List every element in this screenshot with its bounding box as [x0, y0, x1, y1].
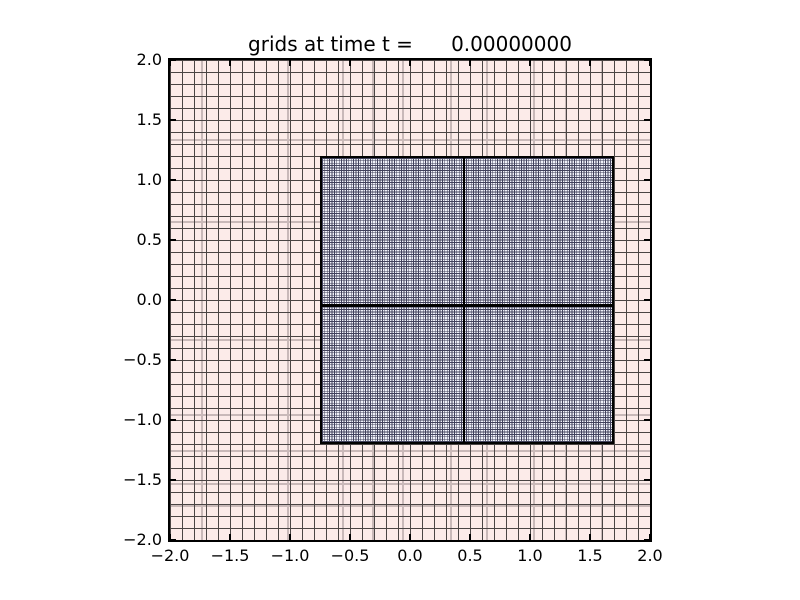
y-tick-label: 1.0: [136, 170, 162, 189]
y-tick-left: [170, 539, 176, 541]
x-tick-label: −0.5: [330, 546, 370, 565]
x-tick-label: 2.0: [637, 546, 663, 565]
x-tick-bottom: [529, 534, 531, 540]
y-tick-right: [644, 119, 650, 121]
y-tick-right: [644, 179, 650, 181]
y-tick-right: [644, 479, 650, 481]
y-tick-right: [644, 359, 650, 361]
y-tick-label: −1.0: [123, 410, 162, 429]
tick-marks-layer: [169, 59, 651, 541]
y-tick-left: [170, 299, 176, 301]
x-tick-top: [589, 60, 591, 66]
x-tick-top: [169, 60, 171, 66]
x-tick-label: 0.0: [397, 546, 423, 565]
x-tick-top: [229, 60, 231, 66]
y-tick-left: [170, 419, 176, 421]
y-tick-right: [644, 59, 650, 61]
plot-axes: [168, 58, 652, 542]
x-tick-bottom: [349, 534, 351, 540]
y-tick-label: −2.0: [123, 530, 162, 549]
y-tick-label: 2.0: [136, 50, 162, 69]
x-tick-top: [349, 60, 351, 66]
y-tick-left: [170, 119, 176, 121]
y-tick-left: [170, 59, 176, 61]
y-tick-right: [644, 299, 650, 301]
y-tick-left: [170, 479, 176, 481]
x-tick-top: [529, 60, 531, 66]
x-tick-top: [469, 60, 471, 66]
x-tick-bottom: [409, 534, 411, 540]
x-tick-label: 1.0: [517, 546, 543, 565]
y-tick-left: [170, 179, 176, 181]
x-tick-label: −1.0: [270, 546, 310, 565]
fine-grid-horizontal-patch-edge: [322, 303, 612, 307]
x-tick-top: [409, 60, 411, 66]
x-tick-bottom: [649, 534, 651, 540]
x-tick-bottom: [229, 534, 231, 540]
y-axis-tick-labels: 2.0 1.5 1.0 0.5 0.0 −0.5 −1.0 −1.5 −2.0: [98, 50, 162, 549]
y-tick-left: [170, 239, 176, 241]
y-tick-right: [644, 539, 650, 541]
y-tick-label: 1.5: [136, 110, 162, 129]
x-tick-top: [289, 60, 291, 66]
x-tick-label: −1.5: [210, 546, 250, 565]
y-tick-label: 0.5: [136, 230, 162, 249]
y-tick-label: −1.5: [123, 470, 162, 489]
y-tick-left: [170, 359, 176, 361]
y-tick-label: 0.0: [136, 290, 162, 309]
x-tick-bottom: [169, 534, 171, 540]
x-tick-label: 0.5: [457, 546, 483, 565]
fine-grid-vertical-patch-edge: [462, 158, 465, 442]
x-tick-bottom: [289, 534, 291, 540]
plot-title: grids at time t = 0.00000000: [248, 32, 572, 56]
x-tick-label: 1.5: [577, 546, 603, 565]
x-tick-top: [649, 60, 651, 66]
fine-grid-region: [320, 156, 614, 444]
x-tick-bottom: [469, 534, 471, 540]
y-tick-right: [644, 419, 650, 421]
x-axis-tick-labels: −2.0 −1.5 −1.0 −0.5 0.0 0.5 1.0 1.5 2.0: [151, 546, 663, 566]
x-tick-label: −2.0: [150, 546, 190, 565]
y-tick-right: [644, 239, 650, 241]
x-tick-bottom: [589, 534, 591, 540]
y-tick-label: −0.5: [123, 350, 162, 369]
